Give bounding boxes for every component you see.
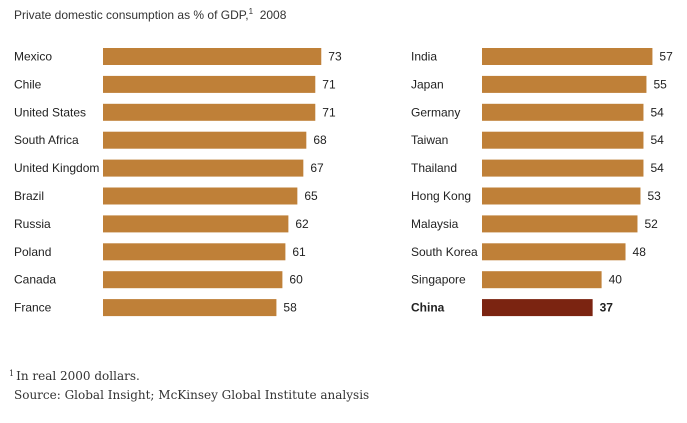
- category-label-russia: Russia: [14, 217, 51, 231]
- bar-united-kingdom: [103, 159, 304, 177]
- value-label-taiwan: 54: [650, 133, 664, 147]
- category-label-united-states: United States: [14, 105, 86, 119]
- value-label-russia: 62: [295, 217, 309, 231]
- bar-chile: [103, 75, 316, 93]
- chart-title-text: Private domestic consumption as % of GDP…: [14, 8, 249, 22]
- bar-canada: [103, 271, 283, 289]
- value-label-chile: 71: [322, 77, 336, 91]
- category-label-taiwan: Taiwan: [411, 133, 448, 147]
- category-label-france: France: [14, 301, 52, 315]
- value-label-japan: 55: [653, 77, 667, 91]
- footnote-text: In real 2000 dollars.: [16, 369, 140, 383]
- bar-chart: Mexico 73 Chile 71 United States 71 South Afri…: [14, 48, 673, 317]
- category-label-poland: Poland: [14, 245, 51, 259]
- bar-russia: [103, 215, 289, 233]
- bar-south-korea: [482, 243, 626, 261]
- category-label-singapore: Singapore: [411, 273, 466, 287]
- bar-thailand: [482, 159, 644, 177]
- value-label-brazil: 65: [304, 189, 318, 203]
- value-label-canada: 60: [289, 273, 303, 287]
- value-label-singapore: 40: [609, 273, 623, 287]
- bar-taiwan: [482, 131, 644, 149]
- value-label-france: 58: [283, 301, 297, 315]
- chart-title-year: 2008: [259, 8, 287, 22]
- title-footnote-mark: 1: [248, 7, 254, 16]
- bar-brazil: [103, 187, 298, 205]
- source-note: Source: Global Insight; McKinsey Global …: [14, 388, 370, 402]
- category-label-united-kingdom: United Kingdom: [14, 161, 99, 175]
- bar-japan: [482, 75, 647, 93]
- value-label-united-kingdom: 67: [310, 161, 324, 175]
- bar-india: [482, 48, 653, 65]
- bar-south-africa: [103, 131, 307, 149]
- category-label-south-korea: South Korea: [411, 245, 478, 259]
- bar-panel-2: India 57 Japan 55 Germany 54 Taiwan 54 Thailand 5…: [411, 48, 673, 317]
- bar-mexico: [103, 48, 322, 65]
- bar-china: [482, 299, 593, 317]
- bar-singapore: [482, 271, 602, 289]
- bar-united-states: [103, 103, 316, 121]
- value-label-mexico: 73: [328, 50, 342, 64]
- value-label-poland: 61: [292, 245, 306, 259]
- category-label-south-africa: South Africa: [14, 133, 79, 147]
- category-label-hong-kong: Hong Kong: [411, 189, 471, 203]
- bar-hong-kong: [482, 187, 641, 205]
- value-label-south-africa: 68: [313, 133, 327, 147]
- bar-germany: [482, 103, 644, 121]
- category-label-china: China: [411, 301, 445, 315]
- category-label-india: India: [411, 50, 437, 64]
- value-label-malaysia: 52: [644, 217, 658, 231]
- bar-poland: [103, 243, 286, 261]
- category-label-chile: Chile: [14, 77, 42, 91]
- bar-france: [103, 299, 277, 317]
- value-label-south-korea: 48: [633, 245, 647, 259]
- value-label-thailand: 54: [650, 161, 664, 175]
- category-label-canada: Canada: [14, 273, 56, 287]
- chart-title: Private domestic consumption as % of GDP…: [14, 7, 286, 22]
- value-label-germany: 54: [650, 105, 664, 119]
- footnote-mark: 1: [9, 369, 15, 378]
- category-label-malaysia: Malaysia: [411, 217, 459, 231]
- value-label-china: 37: [600, 301, 614, 315]
- value-label-united-states: 71: [322, 105, 336, 119]
- bar-panel-1: Mexico 73 Chile 71 United States 71 South Afri…: [14, 48, 342, 317]
- category-label-germany: Germany: [411, 105, 460, 119]
- category-label-mexico: Mexico: [14, 50, 52, 64]
- footnote: 1 In real 2000 dollars.: [9, 369, 140, 383]
- category-label-japan: Japan: [411, 77, 444, 91]
- value-label-hong-kong: 53: [647, 189, 661, 203]
- bar-malaysia: [482, 215, 638, 233]
- category-label-thailand: Thailand: [411, 161, 457, 175]
- category-label-brazil: Brazil: [14, 189, 44, 203]
- value-label-india: 57: [659, 50, 673, 64]
